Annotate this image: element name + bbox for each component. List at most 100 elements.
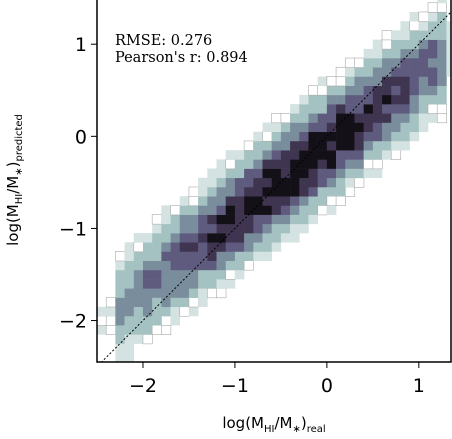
density-bin	[437, 85, 447, 96]
density-bin	[244, 186, 254, 197]
density-bin	[427, 103, 438, 114]
density-bin	[437, 11, 447, 22]
density-bin	[161, 260, 171, 271]
density-bin	[234, 205, 245, 215]
density-bin	[418, 122, 429, 133]
density-bin	[446, 21, 451, 31]
density-bin	[409, 94, 420, 105]
density-bin	[336, 177, 346, 188]
density-bin	[391, 94, 401, 105]
density-bin	[317, 113, 328, 123]
density-bin	[326, 186, 337, 197]
density-bin	[391, 140, 401, 151]
density-bin	[409, 48, 420, 59]
density-bin	[280, 233, 291, 243]
density-bin	[290, 150, 300, 160]
density-bin	[115, 297, 125, 308]
x-axis-label: log(MHI/M∗)real	[222, 414, 325, 435]
density-bin	[179, 288, 190, 298]
density-bin	[152, 269, 162, 280]
density-bin	[271, 223, 282, 234]
density-bin	[382, 76, 392, 86]
density-bin	[97, 306, 107, 317]
density-bin	[161, 223, 171, 234]
density-bin	[299, 150, 309, 160]
density-bin	[244, 168, 254, 179]
density-bin	[363, 168, 374, 179]
density-bin	[299, 214, 309, 225]
density-bin	[170, 260, 181, 271]
density-bin	[170, 315, 181, 326]
density-bin	[234, 214, 245, 225]
density-bin	[170, 223, 181, 234]
density-bin	[124, 352, 135, 362]
density-bin	[262, 140, 273, 151]
density-bin	[234, 242, 245, 252]
density-bin	[381, 30, 392, 41]
density-bin	[290, 104, 300, 114]
density-bin	[124, 325, 135, 335]
density-bin	[234, 233, 245, 243]
y-tick-label: 0	[75, 126, 87, 148]
density-bin	[124, 306, 135, 317]
density-bin	[234, 260, 245, 271]
density-bin	[142, 325, 153, 335]
density-bin	[262, 150, 273, 160]
density-bin	[243, 140, 254, 151]
density-bin	[198, 242, 208, 252]
density-bin	[437, 94, 447, 105]
density-bin	[198, 233, 208, 243]
density-bin	[344, 186, 356, 197]
density-bin	[299, 196, 309, 206]
density-bin	[382, 58, 392, 68]
density-bin	[179, 297, 190, 308]
density-bin	[133, 297, 144, 308]
density-bin	[152, 297, 162, 308]
density-bin	[290, 131, 300, 142]
density-bin	[354, 94, 364, 105]
density-bin	[152, 260, 162, 271]
density-bin	[262, 214, 273, 225]
density-bins	[97, 0, 451, 362]
density-bin	[345, 76, 355, 86]
density-bin	[133, 233, 144, 243]
density-bin	[391, 67, 401, 77]
density-bin	[253, 223, 263, 234]
density-bin	[437, 0, 447, 4]
density-bin	[280, 168, 291, 179]
density-bin	[271, 150, 282, 160]
density-bin	[418, 39, 429, 50]
density-bin	[179, 205, 190, 215]
density-bin	[234, 186, 245, 197]
density-bin	[207, 223, 217, 234]
density-bin	[299, 186, 309, 197]
density-bin	[124, 288, 135, 298]
density-bin	[280, 223, 291, 234]
density-bin	[400, 94, 410, 105]
density-bin	[428, 21, 438, 31]
density-bin	[179, 223, 190, 234]
density-bin	[326, 195, 337, 207]
density-bin	[188, 195, 199, 207]
density-bin	[290, 159, 300, 169]
density-bin	[400, 21, 410, 31]
density-bin	[142, 233, 153, 243]
density-bin	[344, 57, 356, 68]
density-bin	[188, 242, 199, 252]
density-bin	[225, 214, 236, 225]
density-bin	[336, 140, 346, 151]
density-bin	[207, 288, 218, 299]
density-bin	[354, 177, 365, 188]
density-bin	[170, 279, 181, 289]
density-bin	[115, 251, 126, 262]
density-bin	[345, 168, 355, 179]
density-bin	[409, 85, 420, 96]
density-bin	[188, 297, 199, 308]
density-bin	[234, 269, 245, 280]
density-bin	[216, 214, 227, 225]
density-bin	[428, 48, 438, 59]
density-bin	[418, 30, 429, 40]
density-bin	[198, 196, 208, 206]
density-bin	[161, 242, 171, 252]
density-bin	[170, 205, 181, 216]
